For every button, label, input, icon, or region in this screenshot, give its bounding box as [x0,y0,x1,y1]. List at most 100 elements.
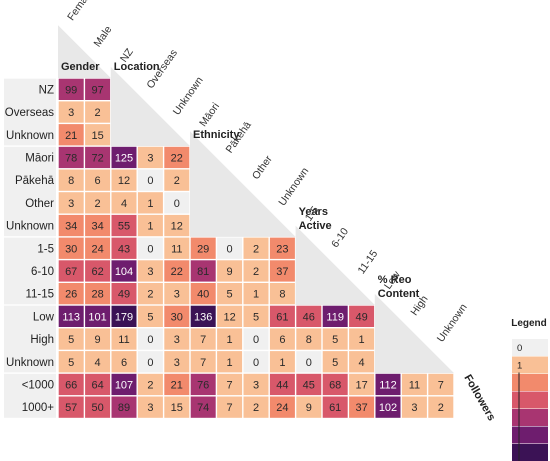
heatmap-cell-label: 2 [147,289,153,301]
heatmap-cell-label: 78 [65,152,77,164]
heatmap-cell [111,260,137,282]
row-label-nz: NZ [39,84,54,96]
heatmap-cell-label: 3 [253,379,259,391]
heatmap-cell [111,351,137,373]
heatmap-cell [269,283,295,305]
heatmap-cell [190,305,216,327]
heatmap-cell [58,351,84,373]
heatmap-cell-label: 9 [95,334,101,346]
heatmap-cell [58,396,84,418]
heatmap-cell-label: 2 [253,266,259,278]
heatmap-cell [111,214,137,237]
legend-swatch [512,426,548,444]
heatmap-cell [85,192,111,214]
heatmap-cell-label: 113 [62,311,80,323]
heatmap-cell-label: 2 [147,379,153,391]
group-title-gender: Gender [61,61,100,73]
heatmap-cell-label: 4 [359,357,365,369]
heatmap-cell-label: 6 [95,175,101,187]
group-title-followers: Followers [461,373,497,423]
heatmap-cell-label: 55 [118,221,130,233]
heatmap-cell [58,146,84,169]
heatmap-cell-label: 74 [197,402,209,414]
heatmap-cell [243,351,269,373]
heatmap-cell [296,373,322,396]
heatmap-cell [164,260,190,282]
row-label-overseas: Overseas [5,107,54,119]
legend-swatch [512,374,548,391]
heatmap-cell-label: 34 [91,221,103,233]
heatmap-cell [428,373,454,396]
legend-title: Legend [511,318,547,329]
heatmap-cell [269,260,295,282]
heatmap-cell-label: 1 [359,334,365,346]
legend-label-min: 0 [517,343,522,354]
heatmap-cell [217,373,243,396]
heatmap-cell-label: 7 [438,379,444,391]
heatmap-cell-label: 0 [174,198,180,210]
heatmap-cell-label: 3 [147,152,153,164]
heatmap-cell-label: 11 [171,243,182,255]
heatmap-cell [217,396,243,418]
row-group-band-location [4,78,56,146]
heatmap-cell-label: 29 [197,243,209,255]
heatmap-cell [85,328,111,350]
heatmap-cell [349,328,375,350]
heatmap-cell [243,237,269,259]
heatmap-cell [401,373,427,396]
heatmap-cell [243,260,269,282]
heatmap-cell [375,396,401,418]
legend-swatch [512,356,548,374]
heatmap-cell-label: 30 [65,243,77,255]
heatmap-cell-label: 7 [200,334,206,346]
heatmap-cell [190,260,216,282]
group-title-active: Active [299,220,332,232]
heatmap-cell-label: 7 [200,357,206,369]
heatmap-cell-label: 1 [227,357,233,369]
heatmap-cell-label: 2 [95,107,101,119]
heatmap-cell-label: 5 [68,334,74,346]
heatmap-cell-label: 0 [227,243,233,255]
heatmap-cell-label: 5 [227,289,233,301]
heatmap-cell [322,396,348,418]
heatmap-cell-label: 3 [174,289,180,301]
legend-swatch [512,339,548,356]
heatmap-cell-label: 40 [197,289,209,301]
row-label-1000: <1000 [22,379,54,391]
heatmap-cell [137,237,163,259]
heatmap-cell [85,78,111,100]
heatmap-cell [137,373,163,396]
column-label-ethnicity-m-ori: Māori [197,101,222,129]
heatmap-cell [190,283,216,305]
heatmap-cell [137,146,163,169]
heatmap-cell-label: 9 [306,402,312,414]
heatmap-cell [137,351,163,373]
heatmap-cell [322,328,348,350]
heatmap-cell [137,192,163,214]
heatmap-cell [58,192,84,214]
heatmap-cell [58,283,84,305]
heatmap-cell [85,396,111,418]
heatmap-cell-label: 37 [355,402,367,414]
heatmap-cell [85,146,111,169]
row-label-m-ori: Māori [25,152,54,164]
heatmap-cell-label: 61 [276,311,288,323]
heatmap-cell [58,214,84,237]
heatmap-cell-label: 15 [171,402,183,414]
heatmap-cell [190,328,216,350]
heatmap-cell-label: 17 [355,379,367,391]
row-group-band-years-active [4,237,56,305]
heatmap-cell [111,146,137,169]
heatmap-cell-label: 102 [379,402,397,414]
legend-swatch [512,409,548,426]
heatmap-cell [269,328,295,350]
heatmap-cell [85,305,111,327]
heatmap-cell [111,237,137,259]
column-label-location-unknown: Unknown [171,75,206,118]
heatmap-cell-label: 24 [276,402,288,414]
heatmap-cell-label: 57 [65,402,77,414]
heatmap-cell-label: 104 [115,266,133,278]
heatmap-cell [164,396,190,418]
